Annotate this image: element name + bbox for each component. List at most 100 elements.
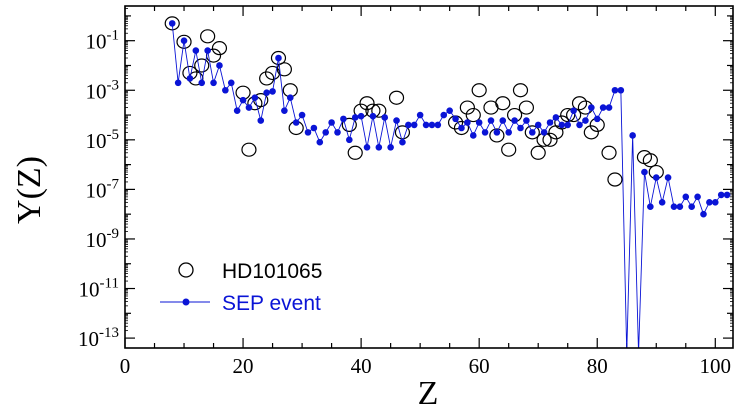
sep-event-point	[493, 129, 501, 136]
sep-event-point	[458, 124, 465, 132]
sep-event-point	[405, 121, 412, 129]
sep-event-point	[292, 119, 300, 126]
sep-event-point	[316, 138, 324, 146]
sep-event-point	[198, 79, 206, 87]
sep-event-point	[428, 121, 436, 129]
sep-event-point	[304, 129, 312, 136]
sep-event-point	[174, 79, 182, 87]
sep-event-point	[387, 143, 394, 151]
hd101065-point	[176, 34, 192, 49]
sep-event-point	[416, 111, 424, 119]
sep-event-point	[688, 203, 695, 211]
sep-event-point	[641, 168, 648, 176]
hd101065-point	[530, 145, 546, 160]
sep-event-point	[605, 104, 613, 111]
sep-event-point	[180, 37, 188, 44]
sep-event-point	[452, 115, 459, 123]
sep-event-point	[210, 79, 217, 87]
sep-event-point	[410, 121, 418, 129]
hd101065-point	[241, 142, 257, 157]
hd101065-point	[276, 62, 292, 77]
hd101065-point	[524, 125, 540, 140]
sep-event-point	[505, 129, 512, 136]
hd101065-point	[264, 65, 281, 81]
hd101065-point	[200, 29, 216, 44]
sep-event-point	[534, 121, 542, 129]
sep-event-point	[570, 107, 577, 114]
hd101065-point	[371, 103, 387, 118]
sep-event-point	[286, 94, 294, 102]
y-tick-label: 10-13	[78, 325, 119, 351]
hd101065-point	[607, 172, 623, 187]
sep-event-point	[682, 193, 690, 201]
sep-event-point	[706, 199, 713, 206]
hd101065-point	[495, 96, 511, 111]
sep-event-point	[582, 117, 589, 124]
sep-event-point	[529, 129, 536, 136]
tick-label-layer: 0 20 40 60 80 100 10-13 10-11 10-9 10-7 10-5 10-3 10…	[78, 28, 731, 378]
sep-event-point	[239, 96, 247, 104]
hd101065-point	[512, 83, 529, 98]
sep-event-point	[393, 117, 400, 124]
y-tick-label: 10-11	[79, 276, 119, 302]
sep-event-point	[375, 143, 383, 151]
sep-event-point	[523, 117, 530, 124]
plot-frame	[124, 5, 734, 349]
sep-event-point	[558, 121, 566, 129]
sep-event-point	[700, 210, 707, 218]
x-tick-label: 20	[233, 354, 254, 378]
sep-event-point	[440, 111, 448, 119]
sep-event-point	[694, 193, 701, 201]
tick-layer	[124, 6, 733, 348]
x-tick-label: 100	[700, 354, 732, 378]
sep-event-point	[216, 62, 223, 69]
x-tick-label: 80	[587, 354, 608, 378]
sep-event-point	[564, 121, 572, 129]
x-axis-title: Z	[418, 375, 439, 404]
sep-event-point	[652, 174, 660, 181]
sep-event-point	[346, 136, 353, 144]
legend-hd101065-marker	[178, 262, 194, 278]
sep-event-point	[481, 129, 489, 136]
legend-sep-label: SEP event	[222, 292, 321, 315]
hd101065-point	[601, 145, 617, 160]
series-layer	[164, 16, 731, 348]
sep-event-point	[593, 115, 601, 123]
sep-event-point	[611, 86, 619, 94]
sep-event-point	[422, 121, 430, 129]
sep-event-point	[464, 119, 471, 126]
hd101065-point	[394, 125, 411, 140]
hd101065-point	[465, 107, 481, 123]
x-tick-label: 60	[469, 354, 490, 378]
hd101065-point	[560, 107, 576, 123]
sep-event-point	[233, 107, 241, 114]
sep-event-point	[517, 124, 524, 132]
y-tick-label: 10-3	[86, 77, 120, 103]
sep-event-point	[328, 119, 335, 126]
sep-event-point	[723, 191, 731, 199]
hd101065-point	[194, 58, 210, 73]
hd101065-point	[259, 71, 275, 86]
hd101065-point	[583, 125, 599, 140]
sep-event-point	[676, 203, 684, 211]
sep-event-point	[399, 138, 406, 146]
sep-event-point	[487, 117, 495, 124]
sep-event-point	[475, 119, 483, 126]
sep-event-point	[204, 47, 211, 54]
sep-event-point	[186, 75, 194, 82]
sep-event-point	[717, 191, 725, 199]
hd101065-point	[341, 117, 357, 133]
hd101065-point	[347, 145, 363, 160]
sep-event-point	[629, 132, 636, 139]
sep-event-point	[588, 104, 595, 111]
hd101065-point	[388, 90, 405, 105]
sep-event-point	[446, 107, 453, 114]
y-tick-label: 10-7	[86, 176, 120, 202]
sep-event-point	[334, 129, 341, 136]
sep-event-point	[469, 132, 477, 139]
hd101065-point	[453, 120, 470, 136]
legend-hd101065-label: HD101065	[222, 260, 322, 283]
hd101065-point	[542, 132, 558, 147]
x-tick-label: 40	[351, 354, 372, 378]
